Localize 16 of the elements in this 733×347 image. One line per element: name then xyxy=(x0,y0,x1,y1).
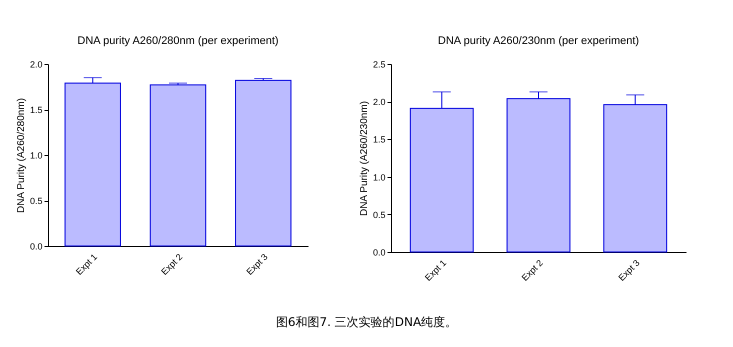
y-tick-label: 0.5 xyxy=(372,210,386,220)
y-tick-label: 1.0 xyxy=(30,150,42,160)
y-tick-label: 0.0 xyxy=(30,242,42,252)
y-tick-label: 0.5 xyxy=(30,196,42,206)
y-tick-label: 1.5 xyxy=(30,105,42,115)
caption: 图6和图7. 三次实验的DNA纯度。 xyxy=(274,314,458,331)
y-tick-label: 1.5 xyxy=(372,134,386,145)
y-tick-label: 0.0 xyxy=(372,248,386,258)
y-tick-label: 2.5 xyxy=(372,60,386,70)
chart-title: DNA purity A260/280nm (per experiment) xyxy=(77,35,279,47)
chart-title: DNA purity A260/230nm (per experiment) xyxy=(438,35,640,47)
y-tick-label: 2.0 xyxy=(30,60,42,70)
y-tick-label: 2.0 xyxy=(372,97,386,108)
y-axis-title: DNA Purity (A260/280nm) xyxy=(16,98,27,214)
y-axis-title: DNA Purity (A260/230nm) xyxy=(358,100,370,216)
y-tick-label: 1.0 xyxy=(372,172,386,182)
